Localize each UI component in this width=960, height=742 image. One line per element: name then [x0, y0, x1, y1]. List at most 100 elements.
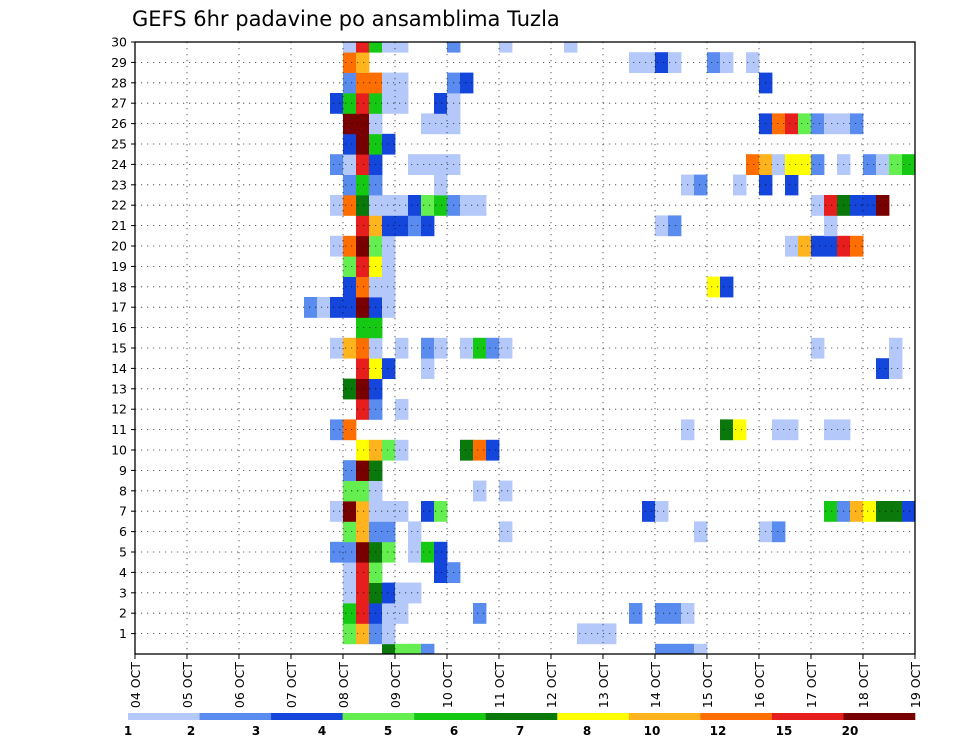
cell-member-9-step-16: [343, 460, 357, 481]
cell-member-19-step-16: [343, 256, 357, 277]
cell-member-13-step-17: [356, 378, 370, 400]
cell-member-29-step-40: [655, 52, 669, 73]
cell-member-10-step-26: [473, 439, 487, 461]
x-tick-label: 15 OCT: [700, 662, 715, 708]
y-tick-label: 4: [119, 565, 127, 580]
cell-member-18-step-16: [343, 276, 357, 298]
cell-member-5-step-15: [330, 541, 344, 563]
legend-swatch: [414, 713, 487, 720]
x-tick-label: 16 OCT: [752, 662, 767, 708]
cell-member-18-step-19: [382, 276, 396, 298]
cell-member-10-step-27: [486, 439, 500, 461]
y-tick-label: 1: [119, 626, 127, 641]
cell-member-7-step-23: [434, 501, 448, 522]
cell-member-15-step-28: [499, 337, 513, 359]
cell-member-9-step-17: [356, 460, 370, 481]
cell-member-30-step-20: [395, 42, 409, 53]
cell-member-26-step-22: [421, 113, 435, 135]
cell-member-28-step-17: [356, 72, 370, 94]
y-tick-label: 17: [111, 300, 127, 315]
cell-member-0-step-22: [421, 643, 435, 654]
cell-member-23-step-50: [785, 174, 799, 196]
legend-label: 15: [776, 724, 793, 738]
cell-member-20-step-51: [798, 235, 812, 257]
cell-member-22-step-21: [408, 195, 422, 216]
cell-member-6-step-49: [772, 521, 786, 543]
x-tick-label: 04 OCT: [128, 662, 143, 708]
cell-member-22-step-16: [343, 195, 357, 216]
x-tick-label: 10 OCT: [440, 662, 455, 708]
cell-member-15-step-22: [421, 337, 435, 359]
cell-member-7-step-17: [356, 501, 370, 522]
y-tick-label: 9: [119, 463, 127, 478]
cell-member-22-step-53: [824, 195, 838, 216]
cell-member-24-step-21: [408, 154, 422, 175]
cell-member-24-step-52: [811, 154, 825, 175]
gridlines: [135, 42, 915, 654]
cell-member-7-step-19: [382, 501, 396, 522]
cell-member-18-step-45: [720, 276, 734, 298]
cell-member-11-step-49: [772, 419, 786, 441]
cell-member-14-step-57: [876, 358, 890, 379]
cell-member-21-step-22: [421, 215, 435, 237]
cell-member-6-step-21: [408, 521, 422, 543]
cell-member-30-step-18: [369, 42, 383, 53]
cell-member-6-step-43: [694, 521, 708, 543]
cell-member-20-step-16: [343, 235, 357, 257]
cell-member-4-step-23: [434, 562, 448, 583]
cell-member-20-step-50: [785, 235, 799, 257]
cell-member-14-step-19: [382, 358, 396, 379]
y-tick-label: 27: [111, 96, 127, 111]
y-tick-label: 3: [119, 585, 127, 600]
legend-label: 3: [252, 724, 260, 738]
y-tick-label: 7: [119, 504, 127, 519]
x-tick-label: 18 OCT: [856, 662, 871, 708]
cell-member-1-step-34: [577, 623, 591, 645]
legend-swatch: [628, 713, 701, 720]
y-tick-label: 18: [111, 279, 127, 294]
x-tick-label: 17 OCT: [804, 662, 819, 708]
cell-member-6-step-19: [382, 521, 396, 543]
cell-member-24-step-50: [785, 154, 799, 175]
y-tick-label: 24: [111, 157, 127, 172]
cell-member-2-step-20: [395, 603, 409, 624]
cell-member-25-step-19: [382, 133, 396, 155]
cell-member-7-step-57: [876, 501, 890, 522]
cell-member-4-step-17: [356, 562, 370, 583]
cell-member-24-step-22: [421, 154, 435, 175]
cell-member-28-step-25: [460, 72, 474, 94]
cell-member-16-step-17: [356, 317, 370, 339]
cell-member-17-step-16: [343, 297, 357, 318]
cell-member-24-step-59: [902, 154, 915, 175]
legend-label: 8: [583, 724, 591, 738]
cell-member-22-step-22: [421, 195, 435, 216]
cell-member-26-step-49: [772, 113, 786, 135]
x-tick-label: 08 OCT: [336, 662, 351, 708]
cell-member-21-step-17: [356, 215, 370, 237]
cell-member-18-step-44: [707, 276, 721, 298]
cell-member-22-step-55: [850, 195, 864, 216]
cell-member-28-step-20: [395, 72, 409, 94]
y-tick-label: 25: [111, 137, 127, 152]
legend-swatch: [342, 713, 415, 720]
legend-label: 2: [187, 724, 195, 738]
cell-member-2-step-16: [343, 603, 357, 624]
cell-member-15-step-27: [486, 337, 500, 359]
x-tick-label: 14 OCT: [648, 662, 663, 708]
cell-member-29-step-47: [746, 52, 760, 73]
cell-member-24-step-58: [889, 154, 903, 175]
cell-member-23-step-23: [434, 174, 448, 196]
legend-swatch: [199, 713, 272, 720]
cell-member-11-step-45: [720, 419, 734, 441]
cell-member-7-step-20: [395, 501, 409, 522]
cell-member-15-step-58: [889, 337, 903, 359]
cell-member-2-step-19: [382, 603, 396, 624]
cell-member-30-step-24: [447, 42, 461, 53]
chart-title: GEFS 6hr padavine po ansamblima Tuzla: [132, 7, 560, 31]
y-tick-label: 10: [111, 443, 127, 458]
cell-member-0-step-40: [655, 643, 669, 654]
legend-label: 12: [710, 724, 727, 738]
cell-member-24-step-15: [330, 154, 344, 175]
cell-member-3-step-16: [343, 582, 357, 604]
cell-member-7-step-56: [863, 501, 877, 522]
